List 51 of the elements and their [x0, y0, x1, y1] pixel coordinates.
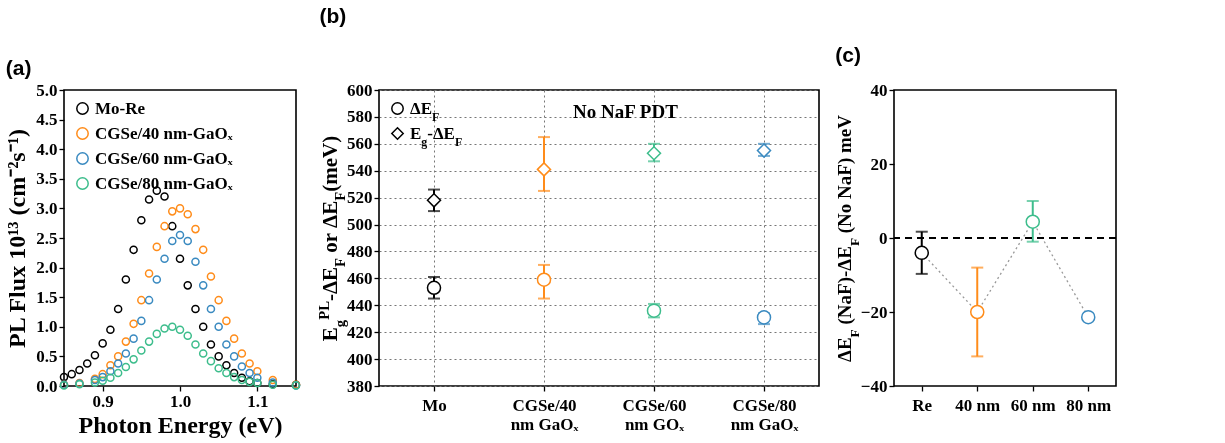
legend-label: CGSe/60 nm-GaOₓ: [95, 148, 233, 168]
legend-label: CGSe/40 nm-GaOₓ: [95, 123, 233, 143]
y-tick-label: 3.5: [36, 169, 58, 189]
x-axis-title: Photon Energy (eV): [78, 411, 283, 438]
y-tick-label: 20: [870, 154, 888, 174]
chart-title: (c): [835, 42, 861, 66]
y-tick-label: 460: [347, 268, 373, 288]
y-tick-label: 420: [347, 322, 373, 342]
y-tick-label: 4.5: [36, 110, 58, 130]
x-tick-label: 60 nm: [1010, 395, 1056, 415]
x-tick-label: 80 nm: [1066, 395, 1112, 415]
legend-label: Mo-Re: [95, 98, 146, 118]
x-tick-label: 40 nm: [955, 395, 1001, 415]
y-tick-label: 1.5: [36, 287, 58, 307]
legend-label: ΔE$_{F}$: [410, 98, 440, 124]
annotation: No NaF PDT: [572, 101, 679, 122]
y-tick-label: 0.0: [36, 376, 58, 396]
y-tick-label: 40: [870, 80, 888, 100]
x-tick-label: 1.1: [247, 391, 269, 411]
y-tick-label: 2.0: [36, 258, 58, 278]
y-axis-title: PL Flux 10¹³ (cm⁻²s⁻¹): [4, 129, 31, 348]
y-tick-label: 500: [347, 215, 373, 235]
y-tick-label: 4.0: [36, 139, 58, 159]
y-tick-label: 540: [347, 161, 373, 181]
legend-label: CGSe/80 nm-GaOₓ: [95, 173, 233, 193]
x-tick-label: CGSe/80 nm GaOₓ: [730, 395, 799, 434]
y-tick-label: 440: [347, 295, 373, 315]
x-tick-label: Re: [912, 395, 933, 415]
chart-title: (b): [319, 3, 347, 27]
x-tick-label: Mo: [422, 395, 447, 415]
y-tick-label: 400: [347, 349, 373, 369]
y-tick-label: 600: [347, 80, 373, 100]
x-tick-label: 0.9: [92, 391, 114, 411]
y-tick-label: 5.0: [36, 80, 58, 100]
y-tick-label: −20: [860, 302, 888, 322]
y-tick-label: 580: [347, 107, 373, 127]
y-tick-label: 3.0: [36, 198, 58, 218]
chart-title: (a): [5, 56, 32, 79]
y-tick-label: 380: [347, 376, 373, 396]
y-tick-label: 520: [347, 188, 373, 208]
y-tick-label: 480: [347, 241, 373, 261]
y-tick-label: 1.0: [36, 317, 58, 337]
x-tick-label: CGSe/60 nm GOₓ: [622, 395, 687, 434]
legend-label: E$_{g}$-ΔE$_{F}$: [410, 123, 463, 149]
y-tick-label: 2.5: [36, 228, 58, 248]
y-tick-label: 0.5: [36, 346, 58, 366]
x-tick-label: CGSe/40 nm GaOₓ: [510, 395, 579, 434]
y-tick-label: 0: [879, 228, 888, 248]
y-tick-label: 560: [347, 134, 373, 154]
y-tick-label: −40: [860, 376, 888, 396]
x-tick-label: 1.0: [169, 391, 192, 411]
